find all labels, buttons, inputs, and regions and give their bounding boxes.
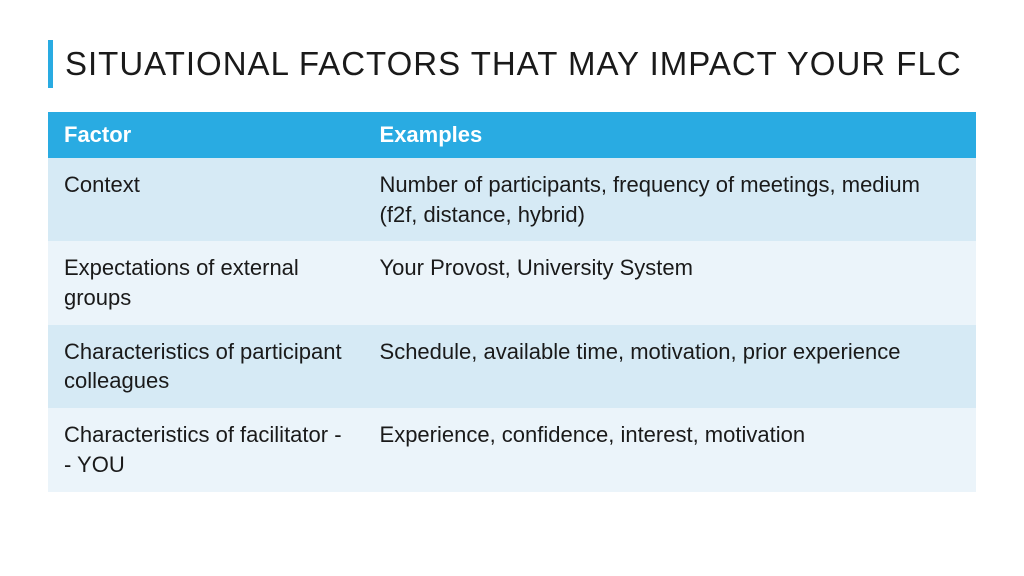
table-row: Context Number of participants, frequenc…	[48, 158, 976, 241]
slide-title: SITUATIONAL FACTORS THAT MAY IMPACT YOUR…	[65, 45, 962, 83]
column-header-factor: Factor	[48, 112, 364, 158]
table-row: Characteristics of facilitator -- YOU Ex…	[48, 408, 976, 491]
cell-examples: Your Provost, University System	[364, 241, 976, 324]
cell-examples: Number of participants, frequency of mee…	[364, 158, 976, 241]
cell-factor: Characteristics of participant colleague…	[48, 325, 364, 408]
cell-factor: Context	[48, 158, 364, 241]
factors-table: Factor Examples Context Number of partic…	[48, 112, 976, 492]
title-container: SITUATIONAL FACTORS THAT MAY IMPACT YOUR…	[48, 40, 976, 88]
table-header-row: Factor Examples	[48, 112, 976, 158]
table-row: Characteristics of participant colleague…	[48, 325, 976, 408]
table-row: Expectations of external groups Your Pro…	[48, 241, 976, 324]
title-accent-bar	[48, 40, 53, 88]
cell-examples: Experience, confidence, interest, motiva…	[364, 408, 976, 491]
column-header-examples: Examples	[364, 112, 976, 158]
cell-examples: Schedule, available time, motivation, pr…	[364, 325, 976, 408]
cell-factor: Characteristics of facilitator -- YOU	[48, 408, 364, 491]
cell-factor: Expectations of external groups	[48, 241, 364, 324]
